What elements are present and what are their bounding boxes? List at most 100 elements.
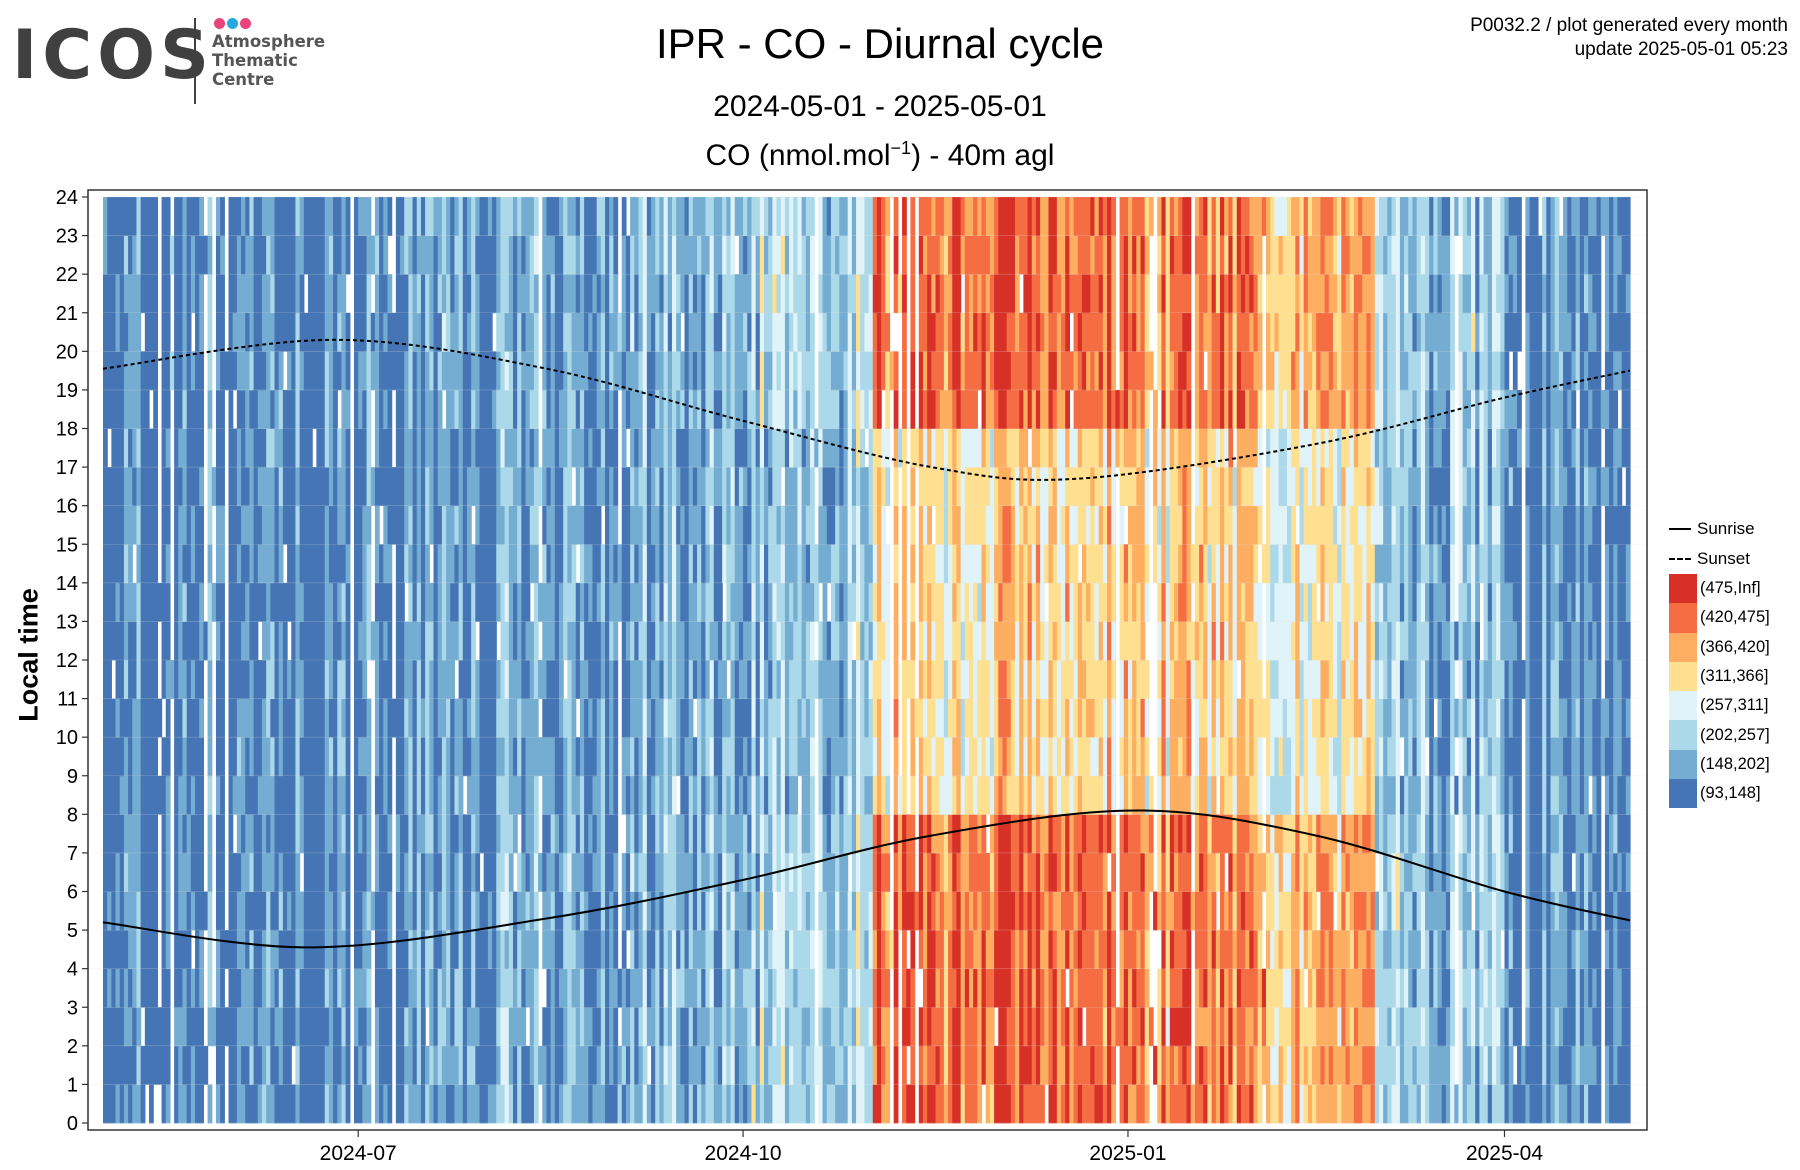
heatmap-cell — [964, 389, 970, 429]
heatmap-cell — [446, 197, 451, 236]
heatmap-cell — [525, 698, 531, 738]
heatmap-cell — [266, 467, 271, 507]
heatmap-cell — [684, 582, 690, 622]
heatmap-cell — [312, 312, 317, 352]
heatmap-cell — [546, 621, 552, 661]
heatmap-cell — [826, 1045, 832, 1085]
heatmap-cell — [810, 197, 815, 236]
heatmap-cell — [400, 544, 405, 584]
heatmap-cell — [512, 428, 518, 468]
heatmap-cell — [291, 428, 297, 468]
heatmap-cell — [571, 621, 577, 661]
heatmap-cell — [328, 621, 334, 661]
heatmap-cell — [165, 505, 171, 545]
heatmap-cell — [144, 1007, 150, 1047]
heatmap-cell — [433, 698, 439, 738]
heatmap-cell — [111, 737, 117, 777]
heatmap-cell — [768, 698, 773, 738]
heatmap-cell — [755, 698, 761, 738]
heatmap-cell — [404, 698, 409, 738]
heatmap-cell — [948, 428, 953, 468]
heatmap-cell — [634, 1007, 640, 1047]
heatmap-cell — [814, 544, 819, 584]
heatmap-cell — [667, 891, 673, 931]
heatmap-cell — [922, 891, 928, 931]
heatmap-cell — [981, 197, 987, 236]
heatmap-cell — [676, 505, 681, 545]
heatmap-cell — [500, 428, 506, 468]
heatmap-cell — [910, 428, 916, 468]
heatmap-cell — [333, 235, 338, 275]
heatmap-cell — [651, 852, 656, 892]
heatmap-cell — [103, 197, 108, 236]
heatmap-cell — [655, 737, 661, 777]
heatmap-cell — [337, 968, 343, 1008]
heatmap-cell — [270, 505, 276, 545]
heatmap-cell — [851, 852, 857, 892]
heatmap-cell — [613, 891, 619, 931]
heatmap-cell — [751, 698, 757, 738]
heatmap-cell — [512, 660, 518, 699]
heatmap-cell — [709, 930, 715, 970]
heatmap-cell — [843, 814, 849, 854]
heatmap-cell — [567, 621, 573, 661]
heatmap-cell — [554, 197, 560, 236]
heatmap-cell — [140, 775, 146, 815]
heatmap-cell — [1027, 312, 1033, 352]
heatmap-cell — [684, 467, 690, 507]
heatmap-cell — [1023, 312, 1029, 352]
heatmap-cell — [195, 968, 200, 1008]
heatmap-cell — [236, 235, 242, 275]
heatmap-cell — [830, 505, 836, 545]
heatmap-cell — [747, 351, 753, 391]
heatmap-cell — [416, 1045, 422, 1085]
heatmap-cell — [697, 621, 702, 661]
heatmap-cell — [111, 814, 117, 854]
heatmap-cell — [316, 1007, 322, 1047]
heatmap-cell — [797, 1084, 803, 1124]
heatmap-cell — [140, 737, 146, 777]
heatmap-cell — [437, 467, 443, 507]
heatmap-cell — [801, 274, 807, 314]
heatmap-cell — [667, 351, 673, 391]
heatmap-cell — [872, 235, 878, 275]
heatmap-cell — [764, 621, 769, 661]
heatmap-cell — [307, 389, 313, 429]
heatmap-cell — [546, 852, 552, 892]
heatmap-cell — [881, 467, 886, 507]
heatmap-cell — [1010, 351, 1016, 391]
heatmap-cell — [910, 968, 916, 1008]
heatmap-cell — [659, 351, 665, 391]
heatmap-cell — [412, 660, 418, 699]
heatmap-cell — [379, 660, 384, 699]
heatmap-cell — [487, 235, 493, 275]
heatmap-cell — [709, 814, 715, 854]
heatmap-cell — [462, 467, 468, 507]
heatmap-cell — [780, 737, 786, 777]
heatmap-cell — [709, 621, 715, 661]
heatmap-cell — [998, 467, 1004, 507]
heatmap-cell — [253, 351, 259, 391]
heatmap-cell — [956, 197, 962, 236]
heatmap-cell — [810, 737, 815, 777]
heatmap-cell — [939, 544, 945, 584]
heatmap-cell — [563, 1007, 568, 1047]
heatmap-cell — [287, 544, 292, 584]
heatmap-cell — [605, 274, 610, 314]
heatmap-cell — [333, 621, 338, 661]
heatmap-cell — [320, 389, 326, 429]
heatmap-cell — [257, 737, 263, 777]
heatmap-cell — [504, 1045, 510, 1085]
heatmap-cell — [128, 968, 133, 1008]
heatmap-cell — [366, 1084, 372, 1124]
heatmap-cell — [492, 1084, 497, 1124]
heatmap-cell — [956, 968, 962, 1008]
heatmap-cell — [400, 891, 405, 931]
heatmap-cell — [333, 351, 338, 391]
heatmap-cell — [651, 621, 656, 661]
heatmap-cell — [387, 737, 393, 777]
heatmap-cell — [960, 1007, 966, 1047]
heatmap-cell — [199, 389, 204, 429]
heatmap-cell — [563, 351, 568, 391]
heatmap-cell — [232, 235, 238, 275]
